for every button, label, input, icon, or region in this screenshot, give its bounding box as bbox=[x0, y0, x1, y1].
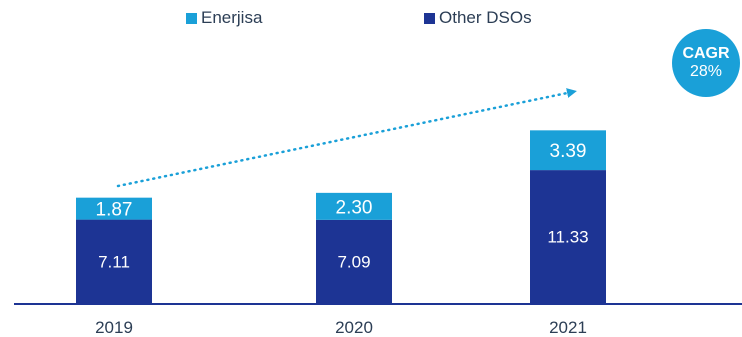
x-tick-label-2019: 2019 bbox=[95, 318, 133, 337]
value-label-enerjisa-2019: 1.87 bbox=[96, 200, 133, 221]
bar-other-dsos-2021 bbox=[530, 170, 606, 303]
value-label-other-dsos-2020: 7.09 bbox=[337, 252, 370, 271]
value-label-other-dsos-2021: 11.33 bbox=[547, 228, 588, 247]
bar-enerjisa-2021 bbox=[530, 130, 606, 171]
x-tick-label-2020: 2020 bbox=[335, 318, 373, 337]
x-tick-label-2021: 2021 bbox=[549, 318, 587, 337]
legend-label-enerjisa: Enerjisa bbox=[201, 8, 263, 27]
cagr-badge-title: CAGR bbox=[682, 45, 730, 62]
cagr-badge: CAGR 28% bbox=[672, 29, 740, 97]
bar-enerjisa-2019 bbox=[76, 197, 152, 220]
legend-swatch-other-dsos bbox=[424, 12, 435, 24]
value-label-enerjisa-2021: 3.39 bbox=[550, 141, 587, 162]
legend-label-other-dsos: Other DSOs bbox=[439, 8, 532, 27]
bar-other-dsos-2019 bbox=[76, 219, 152, 303]
legend-item-enerjisa: Enerjisa bbox=[186, 8, 262, 28]
legend: Enerjisa Other DSOs bbox=[0, 8, 742, 32]
value-label-other-dsos-2019: 7.11 bbox=[98, 252, 130, 271]
legend-swatch-enerjisa bbox=[186, 12, 197, 24]
cagr-trend-arrow bbox=[116, 88, 577, 188]
legend-item-other-dsos: Other DSOs bbox=[424, 8, 532, 28]
cagr-badge-value: 28% bbox=[689, 63, 723, 80]
bar-enerjisa-2020 bbox=[316, 192, 392, 220]
value-label-enerjisa-2020: 2.30 bbox=[336, 197, 373, 218]
bar-other-dsos-2020 bbox=[316, 219, 392, 303]
